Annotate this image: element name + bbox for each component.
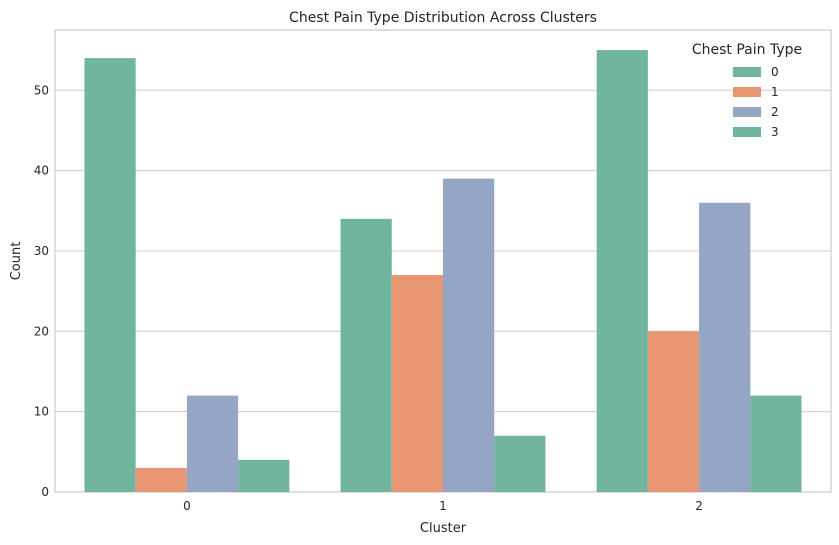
y-tick-label: 0 xyxy=(41,485,49,499)
bar xyxy=(186,395,239,492)
bar xyxy=(443,178,495,492)
legend-title: Chest Pain Type xyxy=(692,42,802,58)
bar xyxy=(340,218,392,493)
legend-swatch xyxy=(733,67,761,77)
bar xyxy=(750,395,802,492)
y-tick-label: 30 xyxy=(34,244,49,258)
x-tick-label: 2 xyxy=(695,499,703,513)
x-tick-label: 0 xyxy=(183,499,191,513)
bar xyxy=(391,275,443,492)
y-tick-labels: 0 10 20 30 40 50 xyxy=(34,83,49,499)
legend-label: 1 xyxy=(771,85,779,99)
bar xyxy=(84,58,136,493)
bar xyxy=(699,202,751,492)
y-tick-label: 40 xyxy=(34,164,49,178)
legend-swatch xyxy=(733,127,761,137)
bars xyxy=(84,50,802,493)
y-tick-label: 50 xyxy=(34,83,49,97)
x-tick-label: 1 xyxy=(439,499,447,513)
legend: Chest Pain Type 0 1 2 3 xyxy=(692,42,802,139)
y-axis-title: Count xyxy=(9,242,24,281)
legend-label: 3 xyxy=(771,125,779,139)
bar xyxy=(596,50,648,493)
y-tick-label: 10 xyxy=(34,405,49,419)
y-tick-label: 20 xyxy=(34,324,49,338)
bar xyxy=(135,467,187,492)
bar xyxy=(647,331,700,492)
bar xyxy=(238,459,290,492)
x-axis-title: Cluster xyxy=(420,521,467,536)
legend-swatch xyxy=(733,87,761,97)
legend-swatch xyxy=(733,107,761,117)
legend-label: 0 xyxy=(771,65,779,79)
x-tick-labels: 0 1 2 xyxy=(183,499,703,513)
chart-title: Chest Pain Type Distribution Across Clus… xyxy=(289,10,597,26)
bar xyxy=(494,435,546,492)
legend-label: 2 xyxy=(771,105,779,119)
